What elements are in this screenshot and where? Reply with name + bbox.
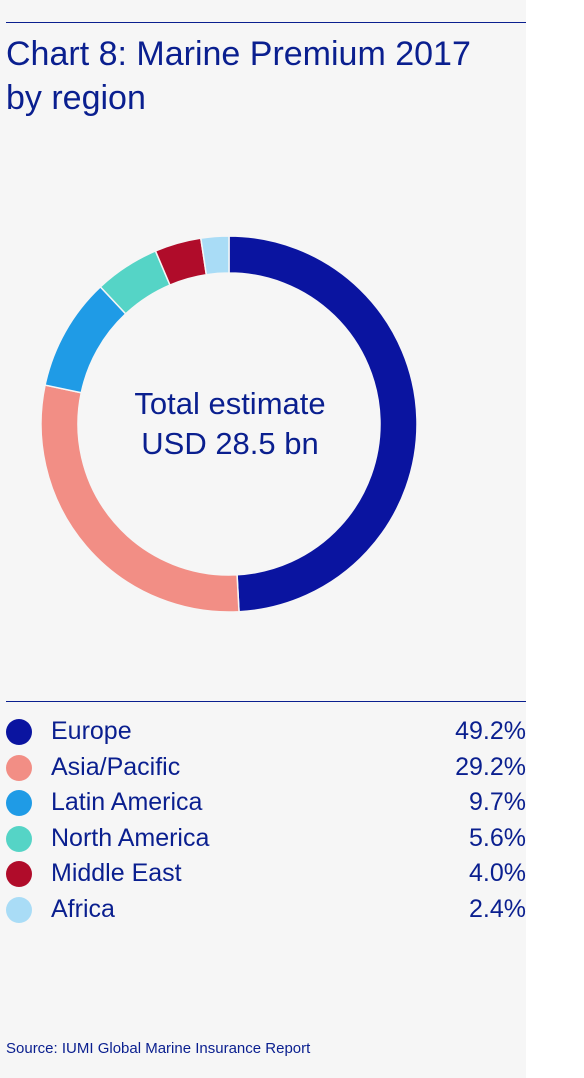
legend-divider: [6, 701, 526, 702]
legend-value-north-america: 5.6%: [469, 823, 526, 852]
donut-center-label: Total estimate USD 28.5 bn: [60, 384, 400, 464]
source-note: Source: IUMI Global Marine Insurance Rep…: [6, 1040, 311, 1057]
legend-value-africa: 2.4%: [469, 894, 526, 923]
donut-slice-europe: [228, 235, 418, 613]
legend-swatch-latin-america: [6, 790, 32, 817]
legend-item-north-america: North America 5.6%: [6, 821, 526, 857]
legend-value-europe: 49.2%: [455, 717, 526, 745]
legend-item-latin-america: Latin America 9.7%: [6, 785, 526, 821]
donut-slice-africa: [199, 235, 230, 276]
legend-label-asia-pacific: Asia/Pacific: [51, 752, 181, 781]
legend-swatch-middle-east: [6, 861, 32, 888]
donut-svg: [40, 235, 418, 613]
chart-title-line-1: Chart 8: Marine Premium 2017: [6, 35, 471, 73]
legend-swatch-asia-pacific: [6, 754, 32, 781]
legend-swatch-north-america: [6, 825, 32, 852]
chart-title-line-2: by region: [6, 79, 146, 117]
legend-label-africa: Africa: [51, 894, 115, 923]
legend-swatch-africa: [6, 896, 32, 923]
donut-chart: Total estimate USD 28.5 bn: [20, 220, 440, 630]
legend-item-africa: Africa 2.4%: [6, 892, 526, 928]
donut-slice-latin-america: [44, 285, 127, 394]
legend-item-europe: Europe 49.2%: [6, 714, 526, 750]
legend-value-asia-pacific: 29.2%: [455, 752, 526, 781]
total-estimate-value: USD 28.5 bn: [141, 426, 319, 461]
legend-label-north-america: North America: [51, 823, 210, 852]
top-divider: [6, 22, 526, 23]
legend: Europe 49.2% Asia/Pacific 29.2% Latin Americ…: [6, 714, 526, 928]
legend-value-middle-east: 4.0%: [469, 859, 526, 888]
legend-label-middle-east: Middle East: [51, 859, 182, 888]
total-estimate-label: Total estimate: [134, 386, 326, 421]
legend-value-latin-america: 9.7%: [469, 788, 526, 817]
chart-panel: Chart 8: Marine Premium 2017 by region To…: [6, 22, 526, 1057]
legend-swatch-europe: [6, 719, 32, 745]
legend-item-asia-pacific: Asia/Pacific 29.2%: [6, 750, 526, 786]
chart-title: Chart 8: Marine Premium 2017 by region: [6, 32, 516, 120]
legend-label-europe: Europe: [51, 717, 132, 745]
legend-label-latin-america: Latin America: [51, 788, 203, 817]
legend-item-middle-east: Middle East 4.0%: [6, 856, 526, 892]
